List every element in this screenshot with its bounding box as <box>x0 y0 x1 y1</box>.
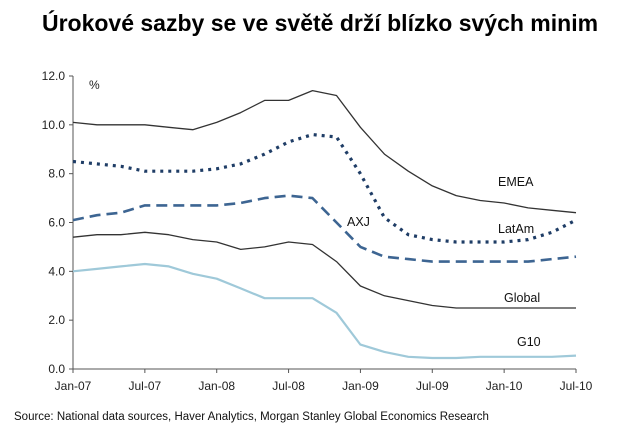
series-line-emea <box>72 89 577 214</box>
unit-label: % <box>89 78 100 92</box>
y-tick-label: 2.0 <box>48 313 65 327</box>
x-tick-label: Jul-08 <box>272 379 305 393</box>
series-label-axj: AXJ <box>347 215 370 229</box>
series-label-emea: EMEA <box>498 175 534 189</box>
series-label-g10: G10 <box>517 335 541 349</box>
x-tick-label: Jan-08 <box>198 379 235 393</box>
y-tick-label: 6.0 <box>48 216 65 230</box>
x-tick-label: Jan-10 <box>486 379 523 393</box>
series-line-latam <box>72 133 577 244</box>
series-line-global <box>72 231 576 309</box>
series-line-g10 <box>72 262 577 360</box>
y-tick-label: 4.0 <box>48 264 65 278</box>
x-tick-label: Jan-09 <box>342 379 379 393</box>
y-tick-label: 12.0 <box>42 69 66 83</box>
x-tick-label: Jan-07 <box>55 379 92 393</box>
x-tick-label: Jul-10 <box>560 379 593 393</box>
source-note: Source: National data sources, Haver Ana… <box>14 411 489 423</box>
y-tick-label: 8.0 <box>48 167 65 181</box>
x-tick-label: Jul-09 <box>416 379 449 393</box>
chart-title: Úrokové sazby se ve světě drží blízko sv… <box>41 10 599 36</box>
x-tick-label: Jul-07 <box>129 379 162 393</box>
series-line-axj <box>72 194 577 263</box>
series-label-latam: LatAm <box>498 222 534 236</box>
y-tick-label: 10.0 <box>42 118 66 132</box>
series-label-global: Global <box>504 291 540 305</box>
y-tick-label: 0.0 <box>48 362 65 376</box>
